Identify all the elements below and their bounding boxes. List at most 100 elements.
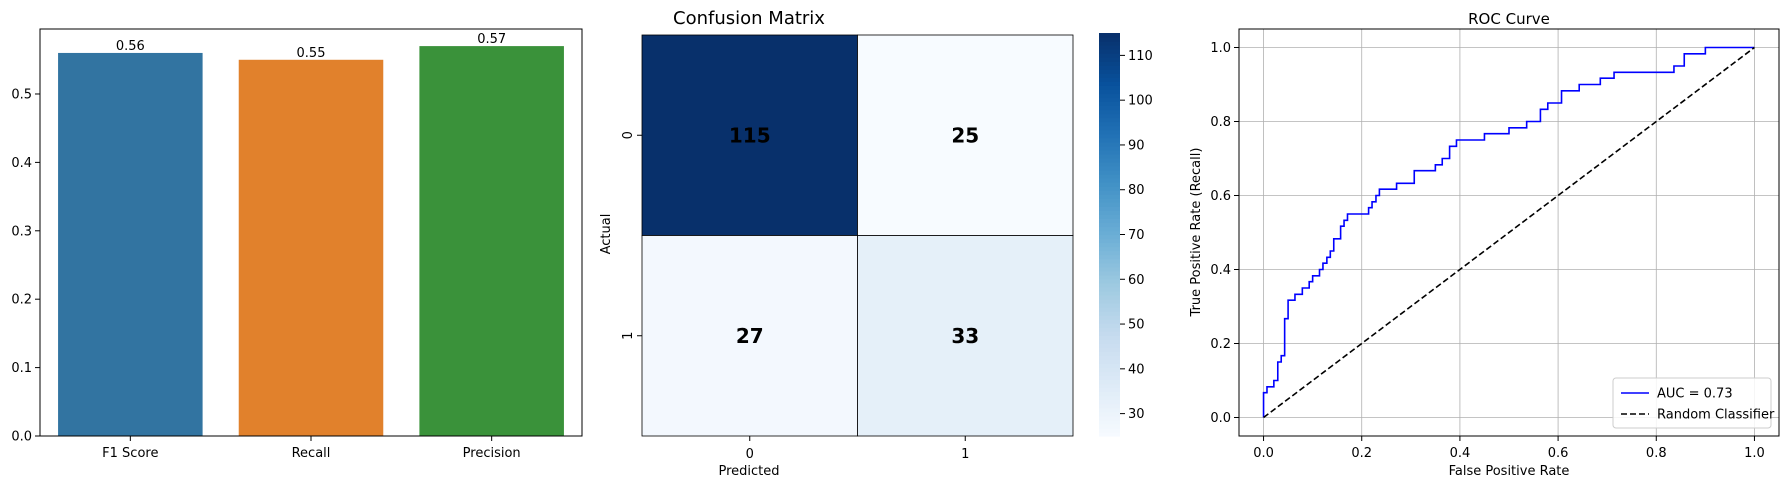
roc-y-axis-label: True Positive Rate (Recall) [1189, 148, 1204, 318]
cm-colorbar-segment [1099, 403, 1120, 409]
metrics-bar-chart: 0.56 0.55 0.57 0.0 0.1 0.2 0.3 0.4 0.5 F1 Score… [11, 28, 583, 461]
cm-colorbar-segment [1099, 170, 1120, 175]
cm-colorbar-segment [1099, 129, 1120, 135]
roc-legend-label: AUC = 0.73 [1657, 387, 1733, 402]
cm-colorbar-segment [1099, 250, 1120, 256]
cm-y-axis-label: Actual [599, 214, 614, 255]
bar-y-tick-label: 0.5 [11, 87, 32, 102]
cm-colorbar-segment [1099, 355, 1120, 361]
cm-colorbar-segment [1099, 258, 1120, 264]
cm-colorbar-segment [1099, 415, 1120, 421]
cm-colorbar-tick-label: 50 [1128, 318, 1145, 333]
cm-colorbar-segment [1099, 266, 1120, 272]
roc-legend-label: Random Classifier [1657, 408, 1775, 423]
cm-colorbar-segment [1099, 222, 1120, 228]
cm-colorbar-segment [1099, 319, 1120, 324]
roc-x-tick-label: 0.4 [1450, 446, 1471, 461]
cm-colorbar-tick-label: 100 [1128, 94, 1153, 109]
cm-colorbar-segment [1099, 242, 1120, 248]
cm-colorbar-segment [1099, 278, 1120, 284]
cm-colorbar-segment [1099, 214, 1120, 219]
cm-colorbar-segment [1099, 178, 1120, 183]
cm-colorbar-segment [1099, 419, 1120, 425]
cm-colorbar-tick-label: 80 [1128, 183, 1145, 198]
cm-colorbar-segment [1099, 61, 1120, 66]
cm-colorbar-segment [1099, 81, 1120, 86]
cm-colorbar-segment [1099, 238, 1120, 244]
cm-colorbar-segment [1099, 407, 1120, 413]
cm-colorbar-segment [1099, 113, 1120, 119]
cm-colorbar-segment [1099, 161, 1120, 167]
cm-colorbar-segment [1099, 77, 1120, 82]
cm-colorbar-segment [1099, 65, 1120, 70]
bar-f1-score [58, 52, 203, 437]
roc-y-tick-label: 0.0 [1210, 411, 1231, 426]
bar-x-tick-label: Precision [463, 446, 521, 461]
cm-colorbar-segment [1099, 399, 1120, 405]
cm-colorbar-segment [1099, 303, 1120, 308]
cm-colorbar-segment [1099, 270, 1120, 276]
roc-x-tick-label: 1.0 [1744, 446, 1765, 461]
cm-colorbar-segment [1099, 141, 1120, 147]
bar-y-tick-label: 0.0 [11, 430, 32, 445]
cm-colorbar-segment [1099, 194, 1120, 199]
cm-title: Confusion Matrix [673, 8, 825, 29]
roc-y-tick-label: 0.2 [1210, 337, 1231, 352]
cm-colorbar-segment [1099, 153, 1120, 159]
roc-y-tick-label: 0.6 [1210, 189, 1231, 204]
cm-colorbar-tick-label: 110 [1128, 49, 1153, 64]
cm-colorbar-segment [1099, 109, 1120, 115]
cm-x-tick-label: 1 [961, 447, 969, 462]
cm-colorbar-segment [1099, 182, 1120, 187]
cm-colorbar-segment [1099, 331, 1120, 336]
cm-colorbar-segment [1099, 323, 1120, 328]
cm-colorbar-tick-label: 40 [1128, 362, 1145, 377]
cm-colorbar-segment [1099, 89, 1120, 95]
bar-y-tick-label: 0.4 [11, 156, 32, 171]
cm-colorbar-segment [1099, 363, 1120, 369]
bar-precision [419, 46, 564, 437]
cm-colorbar-segment [1099, 383, 1120, 389]
cm-cell-value: 33 [951, 324, 979, 348]
cm-colorbar-segment [1099, 157, 1120, 163]
cm-colorbar-segment [1099, 282, 1120, 288]
cm-colorbar-segment [1099, 105, 1120, 111]
cm-colorbar-segment [1099, 101, 1120, 107]
cm-colorbar-segment [1099, 93, 1120, 99]
cm-colorbar-segment [1099, 359, 1120, 365]
bar-y-tick-label: 0.3 [11, 224, 32, 239]
cm-cell-value: 115 [729, 123, 771, 147]
cm-colorbar-segment [1099, 186, 1120, 191]
cm-colorbar-segment [1099, 97, 1120, 103]
cm-colorbar-segment [1099, 339, 1120, 344]
cm-colorbar-segment [1099, 230, 1120, 236]
cm-colorbar-segment [1099, 125, 1120, 131]
cm-colorbar-tick-label: 90 [1128, 138, 1145, 153]
cm-colorbar-segment [1099, 117, 1120, 123]
roc-x-axis-label: False Positive Rate [1449, 464, 1570, 479]
cm-colorbar-segment [1099, 294, 1120, 300]
roc-x-tick-label: 0.0 [1253, 446, 1274, 461]
roc-curve-line [1262, 46, 1755, 418]
cm-colorbar-segment [1099, 431, 1120, 437]
random-classifier-line [1263, 46, 1755, 419]
cm-colorbar-segment [1099, 379, 1120, 385]
bar-y-tick-label: 0.2 [11, 293, 32, 308]
cm-colorbar-segment [1099, 375, 1120, 381]
cm-colorbar-segment [1099, 218, 1120, 224]
roc-title: ROC Curve [1468, 10, 1550, 28]
cm-colorbar: 30 40 50 60 70 80 90 100 110 [1099, 33, 1153, 437]
cm-colorbar-segment [1099, 347, 1120, 352]
cm-colorbar-segment [1099, 327, 1120, 332]
cm-colorbar-segment [1099, 262, 1120, 268]
cm-colorbar-tick-label: 60 [1128, 273, 1145, 288]
cm-colorbar-tick-label: 70 [1128, 228, 1145, 243]
cm-colorbar-segment [1099, 121, 1120, 127]
cm-cell-value: 25 [951, 123, 979, 147]
cm-colorbar-segment [1099, 298, 1120, 304]
cm-colorbar-segment [1099, 37, 1120, 42]
cm-colorbar-segment [1099, 45, 1120, 50]
cm-colorbar-segment [1099, 149, 1120, 155]
cm-colorbar-segment [1099, 41, 1120, 46]
